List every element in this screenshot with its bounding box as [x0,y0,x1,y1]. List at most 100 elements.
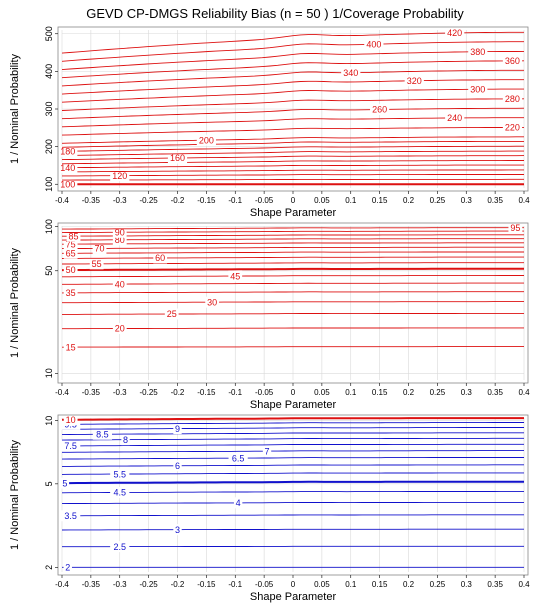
x-axis-label: Shape Parameter [250,207,337,219]
contour-line-200 [61,136,524,144]
contour-label-60: 60 [155,253,165,263]
contour-label-bg [404,75,424,87]
contour-line-9 [62,427,524,430]
x-tick-label: 0.2 [403,580,415,589]
contour-label-140: 140 [60,163,75,173]
x-tick-label: -0.25 [140,388,159,397]
contour-label-9: 9 [175,424,180,434]
x-tick-label: 0.4 [518,196,530,205]
x-tick-label: 0 [291,388,296,397]
contour-line-15 [62,346,524,348]
contour-label-bg [196,134,216,146]
contour-label-bg [66,230,81,242]
contour-label-bg [63,264,78,276]
contour-label-bg [61,510,81,522]
x-tick-label: -0.4 [55,388,69,397]
x-tick-label: 0.15 [372,196,388,205]
contour-label-260: 260 [372,105,387,115]
contour-line-120 [62,174,524,177]
contour-label-10: 10 [66,415,76,425]
contour-label-5.5: 5.5 [113,469,126,479]
contour-label-95: 95 [510,223,520,233]
contour-label-bg [63,247,78,259]
contour-label-bg [364,38,384,50]
contour-line-110 [62,178,524,181]
contour-line-65 [62,251,524,254]
x-tick-label: 0.2 [403,196,415,205]
contour-label-bg [205,296,220,308]
contour-line-220 [61,126,524,136]
x-tick-label: -0.1 [228,196,242,205]
x-tick-label: 0.25 [430,388,446,397]
x-tick-label: 0.05 [314,196,330,205]
x-tick-label: 0.05 [314,388,330,397]
contour-line-320 [61,79,524,95]
contour-label-bg [58,178,78,190]
contour-line-340 [61,69,524,87]
contour-label-bg [60,477,70,489]
contour-line-55 [62,262,524,265]
x-tick-label: 0.15 [372,580,388,589]
x-tick-label: -0.1 [228,580,242,589]
contour-label-bg [110,541,130,553]
x-tick-label: -0.3 [113,388,127,397]
contour-label-bg [110,468,130,480]
x-tick-label: 0.1 [345,196,357,205]
y-tick-label: 100 [44,219,54,234]
contour-label-bg [58,162,78,174]
contour-line-30 [62,301,524,304]
x-tick-label: 0 [291,580,296,589]
y-axis-label: 1 / Nominal Probability [9,439,21,550]
x-tick-label: 0.1 [345,580,357,589]
contour-label-bg [341,67,361,79]
contour-label-380: 380 [470,47,485,57]
y-tick-label: 10 [44,368,54,378]
x-tick-label: 0.3 [461,196,473,205]
contour-line-5.5 [61,472,524,475]
contour-label-bg [370,104,390,116]
x-tick-label: -0.4 [55,196,69,205]
y-tick-label: 100 [44,177,54,192]
contour-line-150 [61,160,524,165]
x-tick-label: 0.35 [487,388,503,397]
contour-line-300 [61,88,524,103]
contour-label-bg [63,287,78,299]
contour-line-160 [61,155,525,161]
contour-label-bg [112,323,127,335]
contour-label-20: 20 [115,324,125,334]
contour-line-50 [62,267,524,272]
x-tick-label: -0.15 [197,388,216,397]
contour-line-85 [62,234,524,237]
contour-label-6: 6 [175,461,180,471]
contour-label-bg [445,112,465,124]
contour-line-75 [62,242,524,245]
contour-line-5 [62,480,524,485]
contour-line-380 [61,50,525,71]
x-tick-label: -0.05 [255,580,274,589]
x-tick-label: 0 [291,196,296,205]
y-tick-label: 10 [44,416,54,426]
y-tick-label: 400 [44,64,54,79]
contour-label-3: 3 [175,525,180,535]
contour-line-400 [61,41,524,62]
contour-label-3.5: 3.5 [64,511,77,521]
contour-line-180 [61,145,524,152]
contour-label-300: 300 [470,84,485,94]
contour-line-10 [61,417,524,421]
contour-label-bg [63,561,72,573]
contour-label-8: 8 [123,435,128,445]
x-tick-label: -0.05 [255,388,274,397]
x-tick-label: -0.15 [197,196,216,205]
contour-label-bg [445,27,465,39]
contour-label-bg [502,93,523,105]
contour-line-95 [62,227,524,230]
contour-line-45 [62,275,524,278]
x-tick-label: -0.2 [171,388,185,397]
panel-1: 100 120 140 160 180 200 220 240 260 280 300 320 340 3… [9,26,530,219]
contour-label-bg [173,524,182,536]
contour-label-55: 55 [92,259,102,269]
contour-line-7.5 [61,443,524,447]
contour-label-40: 40 [115,279,125,289]
contour-label-bg [110,170,130,182]
contour-label-bg [228,452,248,464]
